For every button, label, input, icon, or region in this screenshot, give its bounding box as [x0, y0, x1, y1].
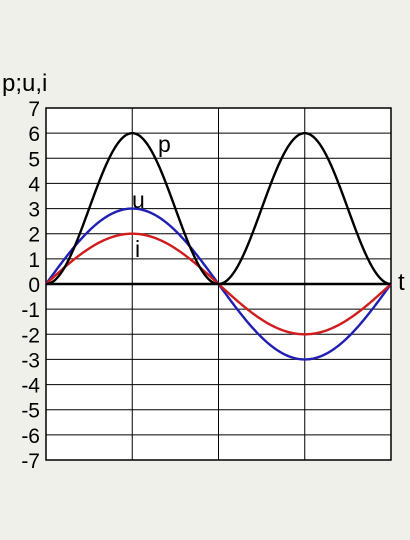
series-label-i: i: [135, 236, 140, 262]
y-tick-label: -3: [21, 349, 40, 372]
y-tick-label: 5: [28, 148, 40, 171]
y-tick-label: 1: [28, 249, 40, 272]
y-tick-label: 7: [28, 98, 40, 121]
series-label-u: u: [132, 187, 145, 213]
x-axis-title: t: [398, 269, 405, 296]
y-tick-label: -6: [21, 425, 40, 448]
y-tick-label: -7: [21, 450, 40, 473]
y-tick-label: -1: [21, 299, 40, 322]
y-tick-label: -5: [21, 400, 40, 423]
y-axis-title: p;u,i: [2, 70, 47, 97]
y-tick-label: 3: [28, 199, 40, 222]
y-tick-label: 2: [28, 224, 40, 247]
y-tick-label: 6: [28, 123, 40, 146]
y-tick-label: -2: [21, 324, 40, 347]
series-label-p: p: [158, 131, 171, 157]
y-tick-label: 0: [28, 274, 40, 297]
gridlines: [46, 108, 391, 460]
y-tick-label: 4: [28, 173, 40, 196]
y-tick-label: -4: [21, 375, 40, 398]
